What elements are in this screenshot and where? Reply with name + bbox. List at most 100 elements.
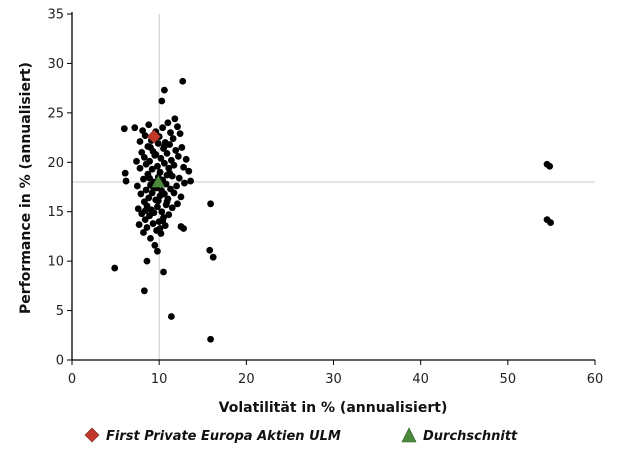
data-point: [131, 124, 139, 132]
y-tick-label: 0: [56, 354, 64, 369]
legend-item-average: Durchschnitt: [401, 427, 518, 444]
data-point: [150, 209, 158, 217]
data-point: [156, 168, 164, 176]
data-point: [142, 186, 150, 194]
data-point: [170, 189, 178, 197]
data-point: [133, 182, 141, 190]
average-point: [151, 174, 166, 188]
data-point: [160, 190, 168, 198]
data-point: [167, 313, 175, 320]
x-tick-label: 0: [68, 372, 76, 387]
data-point: [151, 241, 159, 249]
data-point: [148, 189, 156, 197]
legend: First Private Europa Aktien ULM Durchsch…: [84, 427, 518, 444]
data-point: [177, 193, 185, 201]
data-point: [207, 335, 214, 343]
data-point: [154, 247, 161, 255]
data-point: [159, 217, 167, 225]
data-point: [149, 220, 157, 227]
data-point: [140, 175, 147, 183]
data-point: [140, 153, 148, 161]
data-point: [160, 143, 168, 150]
data-point: [136, 164, 144, 172]
data-point: [137, 190, 145, 198]
data-point: [145, 194, 153, 202]
x-tick-label: 50: [500, 372, 517, 387]
data-point: [167, 129, 174, 137]
data-point: [181, 179, 188, 187]
data-point: [174, 200, 181, 208]
data-point: [166, 141, 174, 148]
data-point: [179, 77, 187, 85]
data-point: [172, 147, 180, 154]
data-point: [163, 149, 171, 157]
y-tick-label: 15: [47, 205, 64, 220]
data-point: [546, 162, 554, 170]
data-point: [166, 169, 174, 177]
data-point: [206, 246, 214, 254]
data-point: [175, 174, 183, 182]
data-point: [141, 207, 149, 215]
x-tick-label: 20: [238, 372, 255, 387]
x-tick-label: 30: [325, 372, 342, 387]
data-point: [158, 97, 166, 105]
data-point: [162, 180, 170, 188]
data-point: [174, 123, 181, 131]
y-tick-label: 10: [47, 255, 64, 270]
data-point: [146, 174, 153, 182]
data-point: [157, 154, 165, 162]
data-point: [158, 208, 166, 216]
y-tick-label: 25: [47, 106, 64, 121]
y-tick-label: 35: [47, 8, 64, 23]
data-point: [145, 121, 153, 129]
data-point: [154, 203, 161, 211]
fund-point: [147, 129, 161, 144]
x-tick-label: 40: [412, 372, 429, 387]
data-point: [143, 224, 151, 231]
data-point: [136, 138, 144, 145]
data-point: [134, 205, 142, 213]
data-point: [147, 144, 154, 151]
data-point: [156, 225, 164, 232]
data-point: [147, 235, 154, 242]
data-point: [140, 287, 148, 295]
data-point: [176, 130, 184, 138]
data-point: [141, 216, 149, 224]
data-point: [160, 268, 167, 276]
data-point: [143, 257, 151, 265]
data-point: [163, 198, 171, 206]
x-tick-label: 10: [151, 372, 168, 387]
data-point: [178, 144, 186, 151]
data-point: [122, 177, 130, 185]
x-axis-title: Volatilität in % (annualisiert): [219, 400, 448, 416]
y-tick-label: 30: [47, 57, 64, 72]
data-point: [547, 219, 554, 226]
x-tick-label: 60: [587, 372, 604, 387]
data-point: [182, 155, 190, 163]
data-point: [185, 167, 193, 175]
data-point: [171, 115, 179, 123]
data-point: [120, 125, 128, 133]
tick-labels: 0 5 10 15 20 25 30 35 0 10 20 30 40 50 60: [47, 8, 603, 388]
data-point: [180, 225, 187, 232]
data-point: [180, 163, 187, 171]
data-point: [148, 165, 156, 173]
axes: [67, 12, 596, 365]
data-point: [133, 157, 140, 165]
data-point: [146, 157, 153, 165]
data-point: [164, 119, 172, 127]
data-point: [187, 177, 194, 185]
data-point: [170, 161, 178, 169]
triangle-icon: [401, 427, 417, 443]
data-point: [154, 162, 161, 170]
y-tick-label: 20: [47, 156, 64, 171]
data-point: [154, 140, 162, 147]
data-point: [135, 221, 143, 228]
data-point: [111, 264, 119, 272]
data-point: [160, 159, 168, 167]
data-point: [121, 169, 129, 177]
data-point: [169, 135, 177, 142]
data-point: [160, 86, 168, 94]
data-point: [141, 132, 149, 139]
